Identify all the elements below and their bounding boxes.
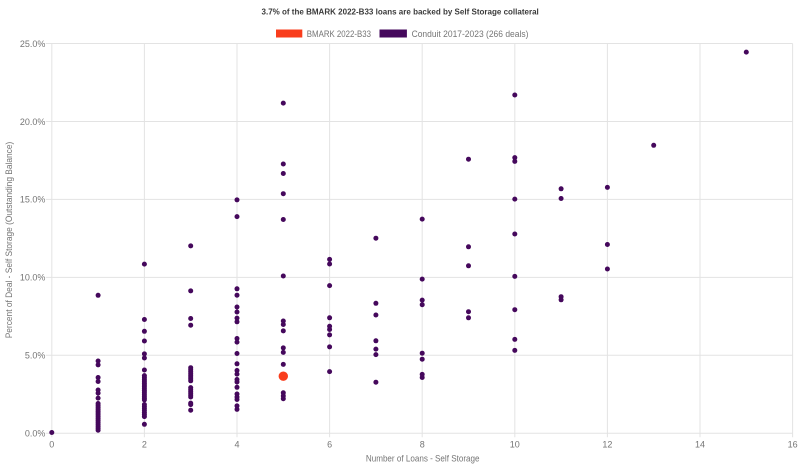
svg-text:15.0%: 15.0% bbox=[20, 195, 46, 205]
svg-text:10: 10 bbox=[510, 440, 520, 450]
svg-text:14: 14 bbox=[695, 440, 705, 450]
svg-text:Percent of Deal - Self Storage: Percent of Deal - Self Storage (Outstand… bbox=[4, 142, 14, 339]
svg-text:10.0%: 10.0% bbox=[20, 273, 46, 283]
svg-text:16: 16 bbox=[788, 440, 798, 450]
svg-text:BMARK 2022-B33: BMARK 2022-B33 bbox=[307, 29, 371, 39]
svg-text:4: 4 bbox=[234, 440, 239, 450]
svg-text:Conduit 2017-2023 (266 deals): Conduit 2017-2023 (266 deals) bbox=[412, 29, 529, 39]
svg-text:0.0%: 0.0% bbox=[25, 429, 46, 439]
svg-text:Number of Loans - Self Storage: Number of Loans - Self Storage bbox=[366, 453, 480, 463]
svg-text:20.0%: 20.0% bbox=[20, 117, 46, 127]
svg-text:3.7% of the BMARK 2022-B33 loa: 3.7% of the BMARK 2022-B33 loans are bac… bbox=[262, 7, 539, 17]
svg-text:8: 8 bbox=[420, 440, 425, 450]
svg-text:12: 12 bbox=[602, 440, 612, 450]
svg-text:6: 6 bbox=[327, 440, 332, 450]
svg-text:5.0%: 5.0% bbox=[25, 351, 46, 361]
svg-text:2: 2 bbox=[142, 440, 147, 450]
svg-text:25.0%: 25.0% bbox=[20, 39, 46, 49]
svg-text:0: 0 bbox=[49, 440, 54, 450]
